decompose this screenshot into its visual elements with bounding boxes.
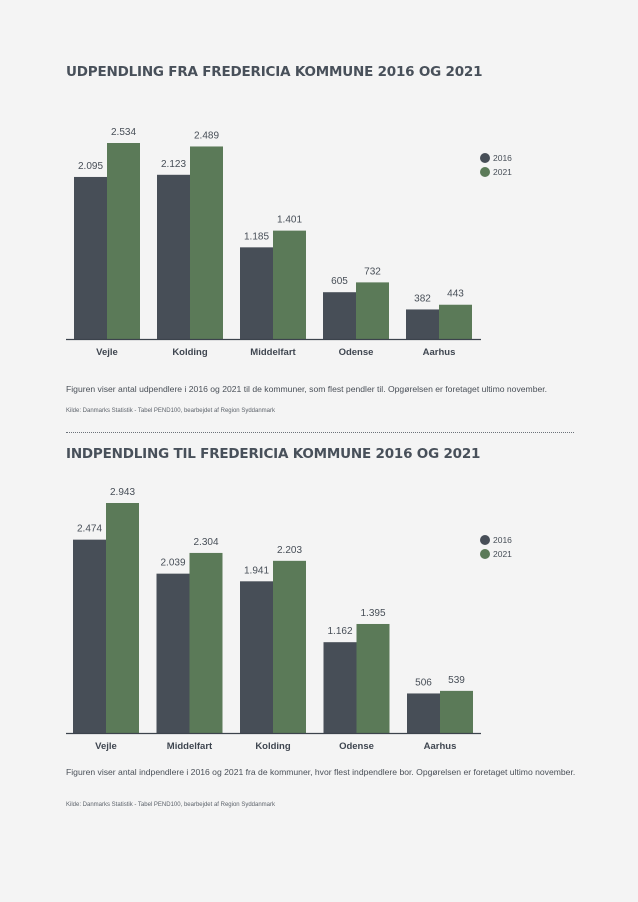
legend-label-2016: 2016: [493, 535, 512, 545]
data-label-2016-middelfart: 1.185: [244, 231, 269, 242]
bar-2021-middelfart: [273, 230, 306, 339]
bar-2021-aarhus: [440, 690, 473, 733]
legend-swatch-2016: [480, 535, 490, 545]
data-label-2021-vejle: 2.943: [110, 487, 135, 498]
bar-2016-aarhus: [406, 309, 439, 339]
bar-2021-kolding: [190, 146, 223, 339]
bar-2016-odense: [323, 642, 357, 733]
bar-2016-vejle: [73, 539, 106, 733]
bar-2016-kolding: [157, 174, 190, 339]
legend-swatch-2021: [480, 167, 490, 177]
category-label-kolding: Kolding: [255, 741, 291, 752]
data-label-2016-odense: 605: [331, 276, 348, 287]
category-label-middelfart: Middelfart: [250, 347, 296, 358]
data-label-2016-odense: 1.162: [327, 626, 352, 637]
bar-2021-odense: [356, 623, 390, 733]
chart-title-udpendling: UDPENDLING FRA FREDERICIA KOMMUNE 2016 O…: [66, 64, 483, 80]
bar-2021-aarhus: [439, 304, 472, 339]
legend-label-2021: 2021: [493, 167, 512, 177]
data-label-2021-middelfart: 1.401: [277, 215, 302, 226]
legend-label-2016: 2016: [493, 153, 512, 163]
data-label-2021-odense: 732: [364, 266, 381, 277]
legend-swatch-2021: [480, 549, 490, 559]
data-label-2016-aarhus: 506: [415, 677, 432, 688]
bar-2021-vejle: [106, 503, 139, 733]
chart-source-indpendling: Kilde: Danmarks Statistik - Tabel PEND10…: [66, 802, 275, 808]
category-label-odense: Odense: [339, 741, 374, 752]
bar-2021-middelfart: [189, 552, 223, 733]
chart-title-indpendling: INDPENDLING TIL FREDERICIA KOMMUNE 2016 …: [66, 446, 481, 462]
data-label-2016-middelfart: 2.039: [160, 558, 185, 569]
bar-2016-middelfart: [156, 573, 190, 733]
data-label-2021-kolding: 2.489: [194, 130, 219, 141]
data-label-2016-vejle: 2.474: [77, 524, 102, 535]
bar-2021-kolding: [273, 560, 306, 733]
data-label-2021-middelfart: 2.304: [193, 537, 218, 548]
bar-2021-odense: [356, 282, 389, 339]
chart-description-indpendling: Figuren viser antal indpendlere i 2016 o…: [66, 767, 576, 777]
indpendling-bar-chart: 2.474 2.943 Vejle 2.039 2.304 Middelfart 1.941…: [66, 487, 512, 752]
bar-2016-odense: [323, 292, 356, 339]
bar-2021-vejle: [107, 143, 140, 339]
category-label-kolding: Kolding: [172, 347, 208, 358]
bar-2016-vejle: [74, 176, 107, 339]
data-label-2016-vejle: 2.095: [78, 161, 103, 172]
category-label-vejle: Vejle: [96, 347, 118, 358]
chart-description-udpendling: Figuren viser antal udpendlere i 2016 og…: [66, 384, 548, 394]
category-label-aarhus: Aarhus: [423, 347, 456, 358]
legend-swatch-2016: [480, 153, 490, 163]
bar-2016-middelfart: [240, 247, 273, 339]
bar-2016-aarhus: [407, 693, 440, 733]
category-label-aarhus: Aarhus: [424, 741, 457, 752]
data-label-2021-odense: 1.395: [360, 608, 385, 619]
bar-2016-kolding: [240, 581, 273, 733]
data-label-2021-aarhus: 539: [448, 675, 465, 686]
category-label-middelfart: Middelfart: [167, 741, 213, 752]
legend-label-2021: 2021: [493, 549, 512, 559]
data-label-2021-vejle: 2.534: [111, 127, 136, 138]
category-label-vejle: Vejle: [95, 741, 117, 752]
data-label-2021-kolding: 2.203: [277, 545, 302, 556]
category-label-odense: Odense: [339, 347, 374, 358]
section-divider: [66, 432, 574, 433]
data-label-2016-kolding: 1.941: [244, 565, 269, 576]
data-label-2021-aarhus: 443: [447, 289, 464, 300]
udpendling-bar-chart: 2.095 2.534 Vejle 2.123 2.489 Kolding 1.185 1.4…: [66, 127, 512, 358]
data-label-2016-kolding: 2.123: [161, 159, 186, 170]
chart-source-udpendling: Kilde: Danmarks Statistik - Tabel PEND10…: [66, 408, 275, 414]
data-label-2016-aarhus: 382: [414, 293, 431, 304]
